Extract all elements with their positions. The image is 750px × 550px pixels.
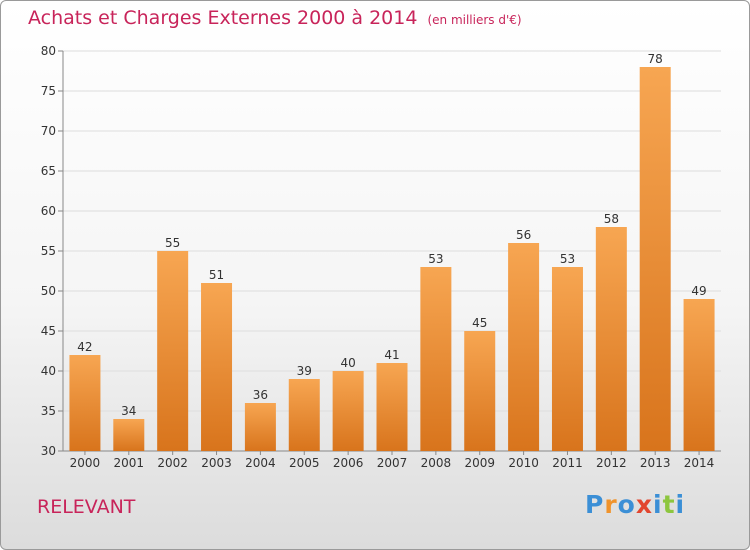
y-tick-label: 50 [41, 284, 56, 298]
labels: 30 35 40 45 50 55 60 65 70 75 80 42 2000 34 2001 55 2002… [41, 44, 715, 470]
unit-note: (en milliers d'€) [427, 13, 522, 27]
x-tick-label: 2009 [464, 456, 495, 470]
bar [201, 283, 233, 451]
chart-title: Achats et Charges Externes 2000 à 2014 (e… [28, 7, 522, 29]
x-tick-label: 2014 [684, 456, 715, 470]
city-name: RELEVANT [37, 496, 136, 518]
x-tick-label: 2010 [508, 456, 539, 470]
y-tick-label: 45 [41, 324, 56, 338]
logo-letter: i [675, 490, 686, 519]
y-tick-label: 65 [41, 164, 56, 178]
x-tick-label: 2002 [157, 456, 188, 470]
y-tick-label: 75 [41, 84, 56, 98]
logo-letter: t [662, 490, 676, 519]
bar [376, 363, 408, 451]
x-tick-label: 2007 [377, 456, 408, 470]
bar [113, 419, 145, 451]
x-tick-label: 2001 [114, 456, 145, 470]
value-label: 56 [516, 228, 531, 242]
bar [332, 371, 364, 451]
x-tick-label: 2003 [201, 456, 232, 470]
x-tick-label: 2008 [421, 456, 452, 470]
value-label: 42 [77, 340, 92, 354]
x-tick-label: 2011 [552, 456, 583, 470]
title-text: Achats et Charges Externes 2000 à 2014 [28, 7, 418, 29]
x-tick-label: 2000 [70, 456, 101, 470]
bars [69, 67, 715, 451]
bar [508, 243, 540, 451]
bar [69, 355, 101, 451]
y-tick-label: 30 [41, 444, 56, 458]
logo-letter: i [653, 490, 663, 519]
value-label: 41 [384, 348, 399, 362]
y-tick-label: 40 [41, 364, 56, 378]
bar [420, 267, 452, 451]
value-label: 78 [648, 52, 663, 66]
value-label: 45 [472, 316, 487, 330]
value-label: 53 [428, 252, 443, 266]
value-label: 40 [340, 356, 355, 370]
logo-letter: r [604, 490, 618, 519]
proxiti-logo: Proxiti [585, 490, 685, 519]
bar [464, 331, 496, 451]
x-tick-label: 2006 [333, 456, 364, 470]
bar [244, 403, 276, 451]
x-tick-label: 2012 [596, 456, 627, 470]
value-label: 49 [691, 284, 706, 298]
value-label: 53 [560, 252, 575, 266]
value-label: 58 [604, 212, 619, 226]
bar [288, 379, 320, 451]
logo-letter: P [585, 490, 605, 519]
value-label: 34 [121, 404, 136, 418]
y-tick-label: 70 [41, 124, 56, 138]
bar [595, 227, 627, 451]
logo-letter: o [617, 490, 636, 519]
bar [157, 251, 189, 451]
y-tick-label: 35 [41, 404, 56, 418]
value-label: 39 [297, 364, 312, 378]
value-label: 36 [253, 388, 268, 402]
y-tick-label: 80 [41, 44, 56, 58]
value-label: 51 [209, 268, 224, 282]
bar [683, 299, 715, 451]
y-tick-label: 55 [41, 244, 56, 258]
bar [551, 267, 583, 451]
bar [639, 67, 671, 451]
x-tick-label: 2005 [289, 456, 320, 470]
logo-letter: x [635, 490, 653, 519]
y-tick-label: 60 [41, 204, 56, 218]
x-tick-label: 2013 [640, 456, 671, 470]
value-label: 55 [165, 236, 180, 250]
x-tick-label: 2004 [245, 456, 276, 470]
